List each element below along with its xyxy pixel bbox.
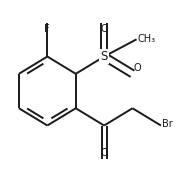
Text: F: F (44, 24, 49, 34)
Text: O: O (134, 63, 141, 73)
Text: Br: Br (162, 119, 173, 129)
Text: CH₃: CH₃ (138, 34, 156, 44)
Text: O: O (100, 148, 108, 158)
Text: S: S (101, 50, 108, 63)
Text: O: O (100, 24, 108, 34)
